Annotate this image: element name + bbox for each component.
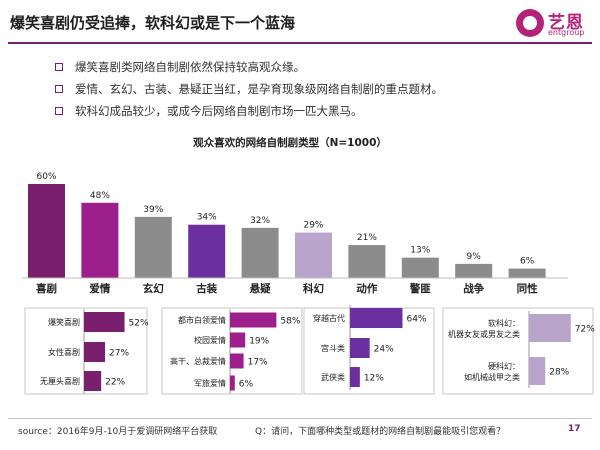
- footer-question: Q：请问，下面哪种类型或题材的网络自制剧最能吸引您观看？: [255, 427, 506, 437]
- hbar-value-label: 19%: [249, 337, 269, 347]
- bar-value-label: 60%: [36, 172, 56, 182]
- bar-category-label: 玄幻: [143, 282, 164, 295]
- bullet-text: 爱情、玄幻、古装、悬疑正当红，是孕育现象级网络自制剧的重点题材。: [75, 82, 443, 96]
- bar-value-label: 29%: [303, 221, 323, 231]
- bar-category-label: 科幻: [303, 282, 324, 295]
- hbar-value-label: 64%: [406, 315, 426, 325]
- hbar-category-label: 穿越古代: [313, 313, 345, 323]
- hbar: [350, 338, 370, 358]
- bar-value-label: 13%: [410, 246, 430, 256]
- hbar-category-label: 机器女友或男友之类: [448, 329, 520, 339]
- main-chart-title: 观众喜欢的网络自制剧类型（N=1000）: [193, 136, 387, 149]
- logo-en-text: entgroup: [548, 28, 585, 37]
- hbar: [350, 308, 403, 328]
- bar-value-label: 39%: [143, 205, 163, 215]
- hbar-value-label: 58%: [280, 317, 300, 327]
- hbar: [230, 353, 244, 369]
- hbar: [84, 312, 125, 332]
- hbar: [230, 332, 246, 348]
- bar-value-label: 48%: [90, 191, 110, 201]
- bullet-item: 软科幻成品较少，或成今后网络自制剧市场一匹大黑马。: [55, 100, 443, 122]
- footer-rule: [8, 418, 592, 419]
- bar-同性: [508, 268, 546, 278]
- bar-古装: [188, 224, 226, 278]
- hbar: [529, 357, 546, 385]
- hbar-category-label: 软科幻：: [488, 318, 520, 328]
- hbar-value-label: 6%: [239, 380, 254, 390]
- bar-爱情: [81, 202, 119, 278]
- bar-玄幻: [134, 216, 172, 278]
- bar-动作: [348, 245, 386, 278]
- hbar: [84, 371, 102, 391]
- bullet-text: 软科幻成品较少，或成今后网络自制剧市场一匹大黑马。: [75, 104, 363, 118]
- hbar: [350, 367, 360, 387]
- hbar-category-label: 爆笑喜剧: [48, 317, 80, 327]
- subchart-frame: [24, 307, 148, 395]
- bullet-text: 爆笑喜剧类网络自制剧依然保持较高观众缘。: [75, 60, 305, 74]
- bar-category-label: 同性: [517, 282, 538, 295]
- bar-value-label: 6%: [520, 257, 535, 267]
- bullet-item: 爆笑喜剧类网络自制剧依然保持较高观众缘。: [55, 56, 443, 78]
- bar-悬疑: [241, 227, 279, 278]
- hbar-category-label: 武侠类: [321, 372, 345, 382]
- bar-category-label: 战争: [463, 282, 484, 295]
- hbar-category-label: 如机械战甲之类: [464, 372, 520, 382]
- square-bullet-icon: [55, 107, 63, 115]
- bullet-list: 爆笑喜剧类网络自制剧依然保持较高观众缘。 爱情、玄幻、古装、悬疑正当红，是孕育现…: [55, 56, 443, 122]
- square-bullet-icon: [55, 63, 63, 71]
- hbar: [230, 312, 277, 328]
- hbar: [529, 314, 571, 342]
- bar-战争: [455, 263, 493, 278]
- bar-category-label: 动作: [356, 282, 377, 295]
- hbar-value-label: 17%: [248, 358, 268, 368]
- hbar-category-label: 硬科幻：: [488, 361, 520, 371]
- slide-title: 爆笑喜剧仍受追捧，软科幻或是下一个蓝海: [10, 14, 296, 32]
- logo-cn-text: 艺恩: [548, 13, 584, 33]
- bar-category-label: 悬疑: [249, 282, 271, 295]
- bar-category-label: 警匪: [409, 282, 431, 295]
- hbar: [230, 375, 235, 391]
- bar-喜剧: [28, 184, 65, 278]
- hbar-value-label: 12%: [364, 374, 384, 384]
- hbar-value-label: 24%: [374, 345, 394, 355]
- bar-value-label: 32%: [250, 216, 270, 226]
- hbar-category-label: 都市白领爱情: [178, 315, 226, 325]
- bar-category-label: 喜剧: [36, 282, 57, 295]
- page-number: 17: [568, 424, 581, 434]
- subchart-frame: [442, 307, 594, 395]
- bar-警匪: [401, 257, 439, 278]
- header-rule: [8, 42, 592, 44]
- hbar-value-label: 52%: [129, 319, 149, 329]
- bar-value-label: 34%: [197, 213, 217, 223]
- hbar-category-label: 高干、总裁爱情: [170, 356, 226, 366]
- hbar-value-label: 72%: [575, 325, 595, 335]
- entgroup-logo: 艺恩 entgroup: [516, 6, 596, 40]
- hbar-value-label: 22%: [105, 378, 125, 388]
- logo-mark-icon: [516, 9, 544, 37]
- hbar-value-label: 28%: [549, 368, 569, 378]
- hbar: [84, 342, 106, 362]
- hbar-category-label: 宫斗类: [321, 343, 345, 353]
- bar-category-label: 古装: [196, 282, 217, 295]
- bullet-item: 爱情、玄幻、古装、悬疑正当红，是孕育现象级网络自制剧的重点题材。: [55, 78, 443, 100]
- bar-value-label: 9%: [467, 252, 482, 262]
- bar-category-label: 爱情: [89, 282, 110, 295]
- hbar-category-label: 无厘头喜剧: [40, 376, 80, 386]
- hbar-category-label: 女性喜剧: [48, 347, 80, 357]
- hbar-category-label: 军旅爱情: [194, 378, 226, 388]
- slide-header: 爆笑喜剧仍受追捧，软科幻或是下一个蓝海 艺恩 entgroup: [0, 0, 600, 44]
- bar-科幻: [295, 232, 332, 278]
- hbar-value-label: 27%: [109, 349, 129, 359]
- square-bullet-icon: [55, 85, 63, 93]
- subchart-frame: [161, 307, 303, 395]
- footer-source: source：2016年9月-10月于爱调研网络平台获取: [18, 427, 218, 437]
- hbar-category-label: 校园爱情: [194, 335, 226, 345]
- bar-value-label: 21%: [357, 233, 377, 243]
